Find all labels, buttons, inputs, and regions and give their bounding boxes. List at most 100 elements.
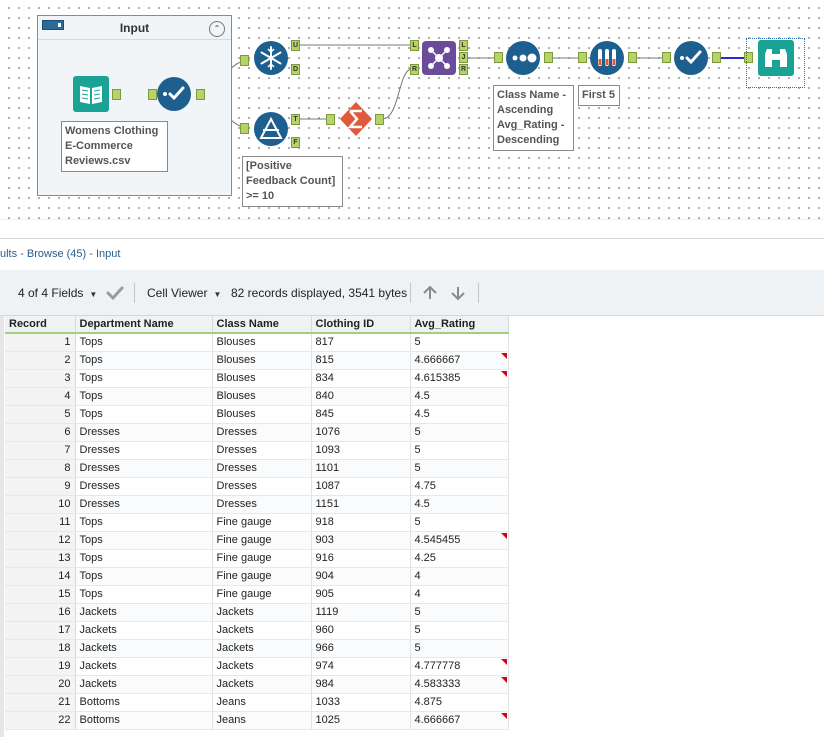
table-cell[interactable]: 1093 [311, 441, 411, 460]
select-tool[interactable] [156, 76, 192, 112]
table-cell[interactable]: 5 [410, 423, 509, 442]
table-cell[interactable]: Fine gauge [212, 513, 312, 532]
table-cell[interactable]: 1101 [311, 459, 411, 478]
table-cell[interactable]: Jeans [212, 711, 312, 730]
table-cell[interactable]: 4.5 [410, 495, 509, 514]
table-cell[interactable]: Jackets [75, 603, 213, 622]
table-cell[interactable]: Tops [75, 351, 213, 370]
input-output-anchor[interactable] [112, 89, 121, 100]
summarize-output-anchor[interactable] [375, 114, 384, 125]
table-cell[interactable]: 5 [410, 459, 509, 478]
table-cell[interactable]: 1076 [311, 423, 411, 442]
record-number-cell[interactable]: 18 [5, 639, 76, 658]
table-row[interactable]: 2 Tops Blouses 815 4.666667 [5, 351, 509, 370]
table-cell[interactable]: 4.583333 [410, 675, 509, 694]
table-cell[interactable]: 4.875 [410, 693, 509, 712]
table-row[interactable]: 13 Tops Fine gauge 916 4.25 [5, 549, 509, 568]
table-cell[interactable]: Blouses [212, 387, 312, 406]
table-cell[interactable]: Jackets [212, 675, 312, 694]
table-cell[interactable]: 4.25 [410, 549, 509, 568]
table-cell[interactable]: Jackets [212, 639, 312, 658]
record-number-cell[interactable]: 22 [5, 711, 76, 730]
table-cell[interactable]: 5 [410, 513, 509, 532]
table-cell[interactable]: Jeans [212, 693, 312, 712]
table-cell[interactable]: 4.666667 [410, 711, 509, 730]
table-cell[interactable]: 916 [311, 549, 411, 568]
select-output-anchor[interactable] [196, 89, 205, 100]
table-cell[interactable]: Jackets [75, 639, 213, 658]
select-tool-2[interactable] [673, 40, 709, 76]
column-header[interactable]: Department Name [75, 316, 213, 334]
table-cell[interactable]: 4.5 [410, 405, 509, 424]
results-grid[interactable]: Record Department Name Class Name Clothi… [0, 316, 824, 737]
table-cell[interactable]: 4.666667 [410, 351, 509, 370]
table-cell[interactable]: 834 [311, 369, 411, 388]
table-row[interactable]: 15 Tops Fine gauge 905 4 [5, 585, 509, 604]
table-cell[interactable]: 974 [311, 657, 411, 676]
summarize-tool[interactable] [338, 101, 374, 137]
table-row[interactable]: 5 Tops Blouses 845 4.5 [5, 405, 509, 424]
table-cell[interactable]: Tops [75, 387, 213, 406]
record-number-cell[interactable]: 9 [5, 477, 76, 496]
table-row[interactable]: 12 Tops Fine gauge 903 4.545455 [5, 531, 509, 550]
summarize-input-anchor[interactable] [326, 114, 335, 125]
unique-input-anchor[interactable] [240, 55, 249, 66]
join-tool[interactable] [421, 40, 457, 76]
join-r-output-anchor[interactable]: R [459, 64, 468, 75]
table-cell[interactable]: 5 [410, 621, 509, 640]
table-cell[interactable]: 904 [311, 567, 411, 586]
unique-tool[interactable] [253, 40, 289, 76]
table-cell[interactable]: 5 [410, 441, 509, 460]
table-row[interactable]: 21 Bottoms Jeans 1033 4.875 [5, 693, 509, 712]
table-cell[interactable]: 5 [410, 333, 509, 352]
sample-input-anchor[interactable] [578, 52, 587, 63]
table-row[interactable]: 9 Dresses Dresses 1087 4.75 [5, 477, 509, 496]
table-cell[interactable]: Tops [75, 549, 213, 568]
table-cell[interactable]: Tops [75, 513, 213, 532]
table-row[interactable]: 8 Dresses Dresses 1101 5 [5, 459, 509, 478]
record-number-cell[interactable]: 13 [5, 549, 76, 568]
table-cell[interactable]: 1087 [311, 477, 411, 496]
container-header[interactable]: Input ⌃ [38, 16, 231, 40]
table-row[interactable]: 1 Tops Blouses 817 5 [5, 333, 509, 352]
table-cell[interactable]: Blouses [212, 333, 312, 352]
record-number-cell[interactable]: 7 [5, 441, 76, 460]
record-number-cell[interactable]: 15 [5, 585, 76, 604]
record-number-cell[interactable]: 17 [5, 621, 76, 640]
record-number-cell[interactable]: 21 [5, 693, 76, 712]
column-header[interactable]: Avg_Rating [410, 316, 509, 334]
canvas-horizontal-scrollbar[interactable] [0, 219, 824, 220]
table-cell[interactable]: Tops [75, 567, 213, 586]
table-cell[interactable]: 903 [311, 531, 411, 550]
browse-input-anchor[interactable] [744, 52, 753, 63]
sort-output-anchor[interactable] [544, 52, 553, 63]
table-cell[interactable]: 1151 [311, 495, 411, 514]
table-cell[interactable]: Tops [75, 531, 213, 550]
table-cell[interactable]: Dresses [212, 459, 312, 478]
table-cell[interactable]: Dresses [212, 423, 312, 442]
column-header[interactable]: Record [5, 316, 76, 334]
sample-output-anchor[interactable] [628, 52, 637, 63]
table-cell[interactable]: Tops [75, 369, 213, 388]
collapse-button[interactable]: ⌃ [209, 21, 225, 37]
table-cell[interactable]: 4 [410, 567, 509, 586]
record-number-cell[interactable]: 19 [5, 657, 76, 676]
table-cell[interactable]: Jackets [212, 657, 312, 676]
table-cell[interactable]: 817 [311, 333, 411, 352]
table-cell[interactable]: Dresses [75, 459, 213, 478]
table-cell[interactable]: Fine gauge [212, 567, 312, 586]
table-cell[interactable]: Dresses [212, 495, 312, 514]
record-number-cell[interactable]: 12 [5, 531, 76, 550]
record-number-cell[interactable]: 8 [5, 459, 76, 478]
record-number-cell[interactable]: 4 [5, 387, 76, 406]
table-row[interactable]: 18 Jackets Jackets 966 5 [5, 639, 509, 658]
table-cell[interactable]: Blouses [212, 351, 312, 370]
join-l-output-anchor[interactable]: L [459, 40, 468, 51]
join-l-input-anchor[interactable]: L [410, 40, 419, 51]
table-cell[interactable]: Jackets [75, 657, 213, 676]
table-row[interactable]: 10 Dresses Dresses 1151 4.5 [5, 495, 509, 514]
table-cell[interactable]: 4.545455 [410, 531, 509, 550]
select-input-anchor[interactable] [148, 89, 157, 100]
table-cell[interactable]: 1025 [311, 711, 411, 730]
select2-output-anchor[interactable] [712, 52, 721, 63]
